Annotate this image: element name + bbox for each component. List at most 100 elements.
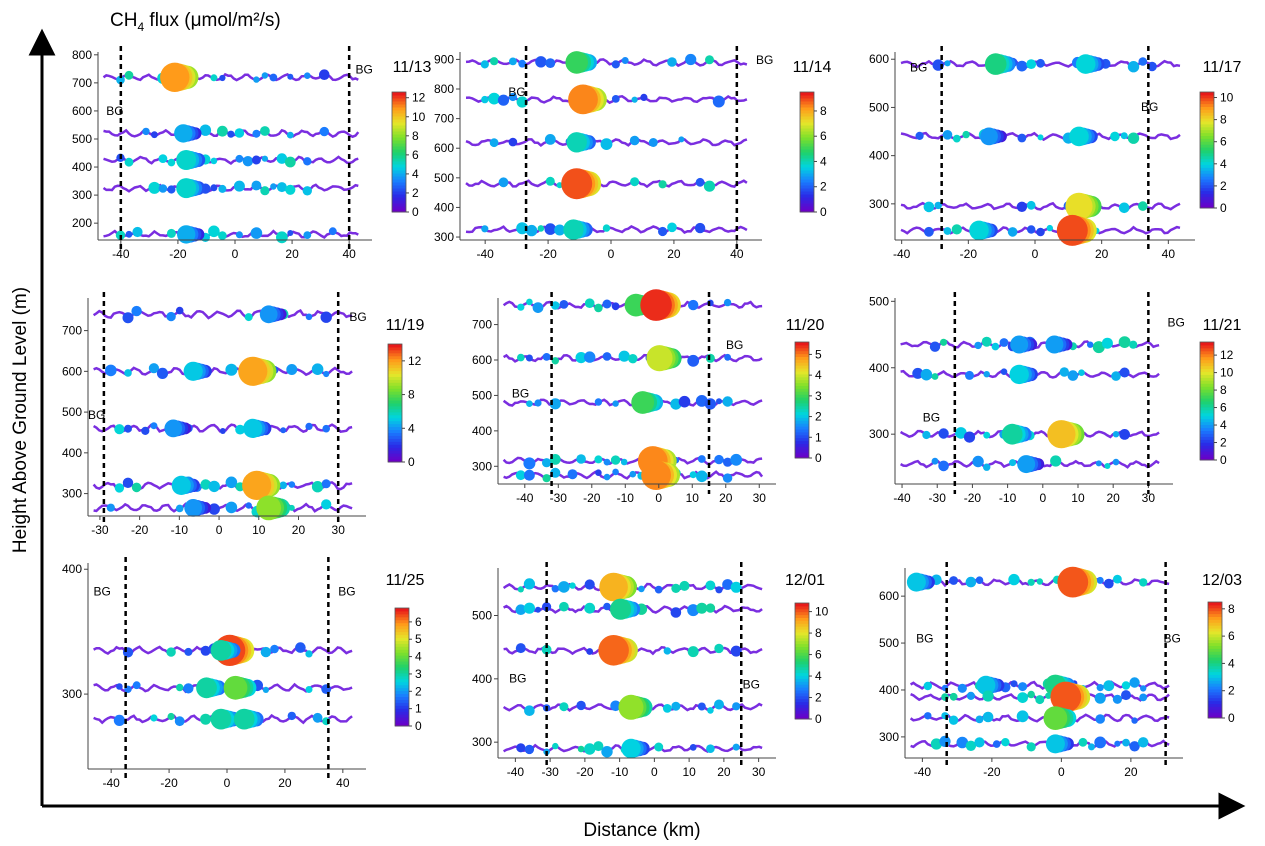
colorbar-tick-label: 1 xyxy=(415,702,422,716)
flux-point xyxy=(175,306,184,315)
flux-point xyxy=(518,59,527,68)
flux-point xyxy=(1139,693,1148,702)
colorbar-segment xyxy=(1208,694,1222,699)
x-tick-label: 20 xyxy=(278,776,292,790)
x-tick-label: -40 xyxy=(893,491,911,505)
flux-point xyxy=(697,702,706,711)
flight-track xyxy=(103,155,359,165)
flux-point xyxy=(242,156,254,167)
flux-point xyxy=(122,477,134,488)
colorbar-segment xyxy=(800,92,814,96)
colorbar-segment xyxy=(795,710,809,714)
flux-point xyxy=(304,72,311,79)
flux-point xyxy=(1140,685,1147,692)
flux-point xyxy=(1094,736,1107,749)
flux-point xyxy=(640,93,648,101)
colorbar-segment xyxy=(800,143,814,147)
bg-label: BG xyxy=(1141,100,1158,114)
flight-track xyxy=(93,502,353,514)
colorbar-tick-label: 2 xyxy=(1220,436,1227,450)
colorbar-segment xyxy=(1208,622,1222,626)
flux-point xyxy=(251,155,261,165)
flux-point xyxy=(260,646,272,658)
colorbar-segment xyxy=(392,161,406,165)
flux-point xyxy=(523,602,536,614)
flux-point xyxy=(285,184,296,195)
colorbar-segment xyxy=(388,394,402,398)
flux-point xyxy=(991,342,1000,351)
flux-hotspot xyxy=(646,345,673,372)
colorbar-segment xyxy=(392,95,406,99)
colorbar-segment xyxy=(395,628,409,633)
colorbar-segment xyxy=(392,110,406,114)
flux-point xyxy=(923,201,935,213)
flux-point xyxy=(687,604,700,617)
x-tick-label: -40 xyxy=(914,765,932,779)
flux-point xyxy=(287,711,296,721)
x-tick-label: -30 xyxy=(929,491,947,505)
colorbar-segment xyxy=(395,708,409,712)
colorbar-tick-label: 2 xyxy=(820,180,827,194)
colorbar-segment xyxy=(1200,132,1214,136)
flux-point xyxy=(612,400,619,407)
colorbar-tick-label: 5 xyxy=(415,632,422,646)
flux-point xyxy=(1036,578,1044,585)
colorbar-segment xyxy=(795,452,809,456)
flux-point xyxy=(166,228,176,238)
colorbar-tick-label: 0 xyxy=(1220,453,1227,467)
colorbar-segment xyxy=(392,206,406,210)
y-tick-label: 600 xyxy=(434,141,454,155)
colorbar-segment xyxy=(795,356,809,360)
flux-point xyxy=(602,352,612,361)
flux-point xyxy=(321,479,331,489)
flux-hotspot xyxy=(640,289,672,321)
flux-point xyxy=(245,502,252,509)
y-tick-label: 200 xyxy=(72,216,92,230)
flux-point xyxy=(114,483,125,493)
y-tick-label: 400 xyxy=(472,424,492,438)
colorbar-segment xyxy=(795,408,809,413)
flux-point xyxy=(260,186,270,196)
colorbar-segment xyxy=(800,95,814,99)
flux-point xyxy=(603,602,611,611)
colorbar-segment xyxy=(795,678,809,682)
flux-point xyxy=(576,454,586,464)
colorbar-segment xyxy=(392,137,406,141)
colorbar-segment xyxy=(1200,433,1214,437)
y-tick-label: 700 xyxy=(72,76,92,90)
colorbar-segment xyxy=(392,128,406,132)
colorbar-segment xyxy=(1200,202,1214,206)
flux-point xyxy=(981,336,992,347)
bg-label: BG xyxy=(1167,316,1184,330)
colorbar-segment xyxy=(795,704,809,708)
x-tick-label: -20 xyxy=(576,765,594,779)
flux-point xyxy=(125,230,133,238)
flux-point xyxy=(523,457,536,470)
flux-point xyxy=(287,230,294,236)
x-tick-label: 0 xyxy=(1039,491,1046,505)
colorbar-tick-label: 4 xyxy=(815,669,822,683)
flux-label: CH4 flux (μmol/m²/s) xyxy=(110,10,281,34)
colorbar-segment xyxy=(388,361,402,366)
colorbar-segment xyxy=(1208,709,1222,713)
flux-point xyxy=(321,684,332,694)
colorbar-segment xyxy=(1208,633,1222,638)
flux-point xyxy=(1037,134,1044,141)
colorbar-segment xyxy=(795,663,809,668)
y-tick-label: 400 xyxy=(434,200,454,214)
flux-point xyxy=(714,699,724,710)
flux-point xyxy=(542,474,551,483)
bg-label: BG xyxy=(356,62,373,76)
flux-point xyxy=(1096,576,1104,584)
flux-point xyxy=(558,581,570,593)
bg-label: BG xyxy=(756,53,773,67)
x-tick-label: -20 xyxy=(160,776,178,790)
colorbar-segment xyxy=(1208,602,1222,606)
colorbar-segment xyxy=(392,131,406,135)
flux-point xyxy=(497,94,510,106)
x-tick-label: 30 xyxy=(752,765,766,779)
colorbar-segment xyxy=(800,122,814,126)
x-tick-label: 10 xyxy=(1071,491,1085,505)
colorbar-segment xyxy=(1200,412,1214,417)
flux-point xyxy=(151,131,158,139)
